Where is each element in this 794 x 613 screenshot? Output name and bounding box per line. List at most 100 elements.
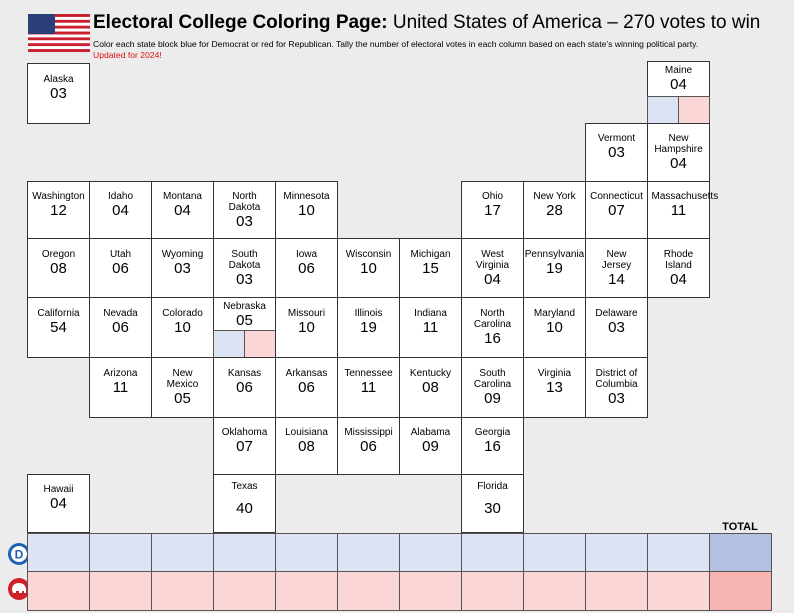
state-box: Oregon 08: [27, 238, 90, 298]
state-name: Washington: [32, 190, 85, 202]
state-box: Hawaii 04: [27, 474, 90, 533]
state-votes: 07: [236, 437, 253, 455]
state-votes: 40: [236, 500, 253, 517]
state-votes: 04: [670, 270, 687, 288]
state-votes: 04: [484, 270, 501, 288]
state-name: Utah: [109, 248, 132, 260]
state-name: Idaho: [107, 190, 134, 202]
state-box: Alaska 03: [27, 63, 90, 124]
state-box: Connecticut 07: [585, 181, 648, 239]
state-box: Louisiana 08: [275, 417, 338, 475]
state-name: Delaware: [595, 308, 638, 319]
rep-tally-cell: [647, 571, 710, 611]
state-box: Kentucky 08: [399, 357, 462, 418]
state-name: New Jersey: [601, 248, 632, 271]
state-name: North Dakota: [228, 190, 261, 213]
state-votes: 04: [670, 155, 687, 172]
state-box: Missouri 10: [275, 297, 338, 358]
state-name: Texas: [231, 481, 258, 492]
state-votes: 08: [298, 437, 315, 455]
state-votes: 10: [546, 319, 563, 336]
state-votes: 05: [174, 390, 191, 407]
state-votes: 13: [546, 379, 563, 396]
state-votes: 06: [298, 379, 315, 396]
state-name: Virginia: [537, 368, 572, 379]
state-box: Arkansas 06: [275, 357, 338, 418]
state-votes: 12: [50, 201, 67, 219]
state-votes: 03: [236, 212, 253, 230]
state-votes: 11: [670, 201, 687, 219]
split-dem: [213, 330, 245, 358]
state-box: Iowa 06: [275, 238, 338, 298]
state-name: Missouri: [287, 308, 326, 319]
state-name: South Dakota: [228, 248, 261, 271]
state-votes: 10: [174, 319, 191, 336]
state-box: Michigan 15: [399, 238, 462, 298]
rep-tally-cell: [337, 571, 400, 611]
rep-tally-cell: [709, 571, 772, 611]
state-box: California 54: [27, 297, 90, 358]
state-box: New Mexico 05: [151, 357, 214, 418]
state-name: Kansas: [227, 368, 262, 379]
state-name: Indiana: [414, 308, 447, 319]
split-rep: [678, 96, 710, 124]
state-name: Nebraska: [223, 301, 266, 312]
state-box: Wisconsin 10: [337, 238, 400, 298]
state-name: Kentucky: [409, 368, 452, 379]
state-box: North Carolina 16: [461, 297, 524, 358]
state-name: Wyoming: [161, 248, 204, 260]
dem-tally-cell: [647, 533, 710, 572]
state-box: South Carolina 09: [461, 357, 524, 418]
state-box: Idaho 04: [89, 181, 152, 239]
state-votes: 14: [608, 270, 625, 288]
state-box: New York 28: [523, 181, 586, 239]
rep-tally-cell: [151, 571, 214, 611]
state-name: Illinois: [354, 308, 383, 319]
dem-tally-cell: [275, 533, 338, 572]
dem-tally-cell: [585, 533, 648, 572]
state-name: Tennessee: [344, 368, 393, 379]
update-note: Updated for 2024!: [93, 50, 162, 60]
state-name: Maryland: [533, 308, 576, 319]
state-box: Indiana 11: [399, 297, 462, 358]
state-votes: 04: [112, 201, 129, 219]
state-name: Hawaii: [43, 484, 74, 495]
title: Electoral College Coloring Page: United …: [93, 12, 760, 34]
rep-tally-cell: [523, 571, 586, 611]
state-votes: 28: [546, 201, 563, 219]
state-votes: 06: [298, 259, 315, 277]
state-box: West Virginia 04: [461, 238, 524, 298]
state-name: Oregon: [41, 248, 76, 260]
dem-tally-cell: [213, 533, 276, 572]
state-name: Pennsylvania: [524, 248, 585, 260]
state-name: Montana: [163, 190, 202, 202]
state-name: New Mexico: [166, 368, 199, 390]
state-votes: 06: [360, 437, 377, 455]
party-icons: D: [8, 543, 30, 600]
rep-tally-cell: [399, 571, 462, 611]
state-box: Virginia 13: [523, 357, 586, 418]
state-votes: 04: [174, 201, 191, 219]
state-name: Alaska: [43, 74, 74, 85]
state-votes: 54: [50, 319, 67, 336]
state-name: New York: [533, 190, 576, 202]
state-name: Colorado: [162, 308, 203, 319]
state-votes: 06: [112, 259, 129, 277]
state-votes: 19: [360, 319, 377, 336]
state-name: Oklahoma: [221, 426, 268, 438]
dem-tally-cell: [709, 533, 772, 572]
state-votes: 03: [608, 390, 625, 407]
dem-tally-cell: [399, 533, 462, 572]
rep-tally-cell: [585, 571, 648, 611]
state-name: Minnesota: [283, 190, 330, 202]
instructions: Color each state block blue for Democrat…: [93, 39, 699, 49]
state-box: Wyoming 03: [151, 238, 214, 298]
state-box: Oklahoma 07: [213, 417, 276, 475]
state-name: Maine: [664, 65, 693, 76]
state-votes: 10: [360, 259, 377, 277]
state-name: Arizona: [103, 368, 138, 379]
dem-tally-cell: [461, 533, 524, 572]
state-votes: 03: [608, 319, 625, 336]
state-box: Ohio 17: [461, 181, 524, 239]
